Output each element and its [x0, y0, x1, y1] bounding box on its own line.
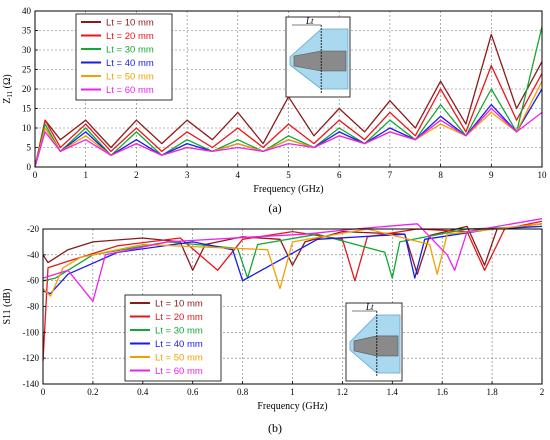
y-tick-label: -20 [27, 224, 39, 234]
x-tick-label: 6 [337, 170, 342, 180]
legend-entry: Lt = 10 mm [106, 18, 154, 29]
legend-entry: Lt = 50 mm [106, 72, 154, 83]
x-tick-label: 0 [33, 170, 38, 180]
y-tick-label: -80 [27, 302, 39, 312]
inset-label: Lt [365, 302, 374, 312]
x-axis-label: Frequency (GHz) [257, 401, 327, 412]
series-line-1 [42, 223, 543, 275]
inset-label: Lt [305, 16, 314, 26]
series-line-6 [34, 107, 543, 168]
y-tick-label: 15 [22, 104, 32, 114]
y-tick-label: -100 [23, 327, 40, 337]
legend-entry: Lt = 60 mm [155, 366, 203, 377]
y-tick-label: 40 [22, 6, 32, 16]
legend-entry: Lt = 40 mm [106, 58, 154, 69]
x-tick-label: 1 [290, 387, 295, 397]
y-tick-label: 25 [22, 65, 32, 75]
series-line-2 [34, 64, 543, 168]
y-tick-label: 35 [22, 26, 32, 36]
x-tick-label: 1.2 [337, 387, 348, 397]
y-tick-label: -120 [23, 353, 40, 363]
x-tick-label: 1.4 [387, 387, 399, 397]
y-axis-label: Z11 (Ω) [2, 74, 14, 103]
legend-entry: Lt = 30 mm [155, 326, 203, 337]
legend-entry: Lt = 30 mm [106, 45, 154, 56]
x-tick-label: 7 [388, 170, 393, 180]
legend-entry: Lt = 60 mm [106, 85, 154, 96]
chart-a-impedance: 0 1 2 3 4 5 6 7 8 9 10 0 5 10 15 20 25 30 35 40 Frequency (G… [2, 6, 547, 215]
y-tick-label: 10 [22, 123, 32, 133]
y-tick-label: -40 [27, 250, 39, 260]
chart-b-s11: 0 0.2 0.4 0.6 0.8 1 1.2 1.4 1.6 1.8 2 -140 -120 -100 -… [2, 218, 545, 435]
legend-entry: Lt = 10 mm [155, 299, 203, 310]
x-tick-label: 0 [41, 387, 46, 397]
legend-entry: Lt = 50 mm [155, 353, 203, 364]
x-tick-label: 3 [185, 170, 190, 180]
series-line-2 [42, 220, 543, 361]
y-tick-label: 5 [27, 143, 32, 153]
y-tick-label: 0 [27, 162, 32, 172]
x-tick-label: 5 [286, 170, 291, 180]
x-tick-label: 8 [438, 170, 443, 180]
chart-caption: (a) [268, 201, 281, 215]
y-tick-label: 20 [22, 84, 32, 94]
antenna-inset: Lt [285, 16, 351, 98]
y-tick-label: -140 [23, 379, 40, 389]
legend-entry: Lt = 20 mm [106, 31, 154, 42]
legend-box [124, 294, 222, 382]
x-tick-label: 10 [538, 170, 548, 180]
series-line-5 [42, 223, 543, 297]
x-tick-label: 4 [236, 170, 241, 180]
legend-entry: Lt = 20 mm [155, 312, 203, 323]
series-line-5 [34, 80, 543, 168]
x-tick-label: 0.4 [137, 387, 149, 397]
y-tick-label: -60 [27, 276, 39, 286]
legend-entry: Lt = 40 mm [155, 339, 203, 350]
y-axis-label: S11 (dB) [2, 288, 13, 324]
series-line-4 [42, 225, 543, 295]
chart-caption: (b) [268, 421, 282, 435]
x-tick-label: 1.6 [437, 387, 449, 397]
x-axis-label: Frequency (GHz) [253, 184, 323, 195]
x-tick-label: 2 [134, 170, 139, 180]
x-tick-label: 1 [83, 170, 88, 180]
series-line-1 [34, 33, 543, 168]
series-line-6 [42, 218, 543, 302]
x-tick-label: 9 [489, 170, 494, 180]
x-tick-label: 1.8 [486, 387, 498, 397]
y-tick-label: 30 [22, 45, 32, 55]
legend-box [75, 13, 173, 101]
x-tick-label: 0.2 [87, 387, 98, 397]
x-tick-label: 0.6 [187, 387, 199, 397]
x-tick-label: 0.8 [237, 387, 249, 397]
x-tick-label: 2 [540, 387, 545, 397]
antenna-inset: Lt [345, 302, 403, 382]
series-line-3 [34, 26, 543, 168]
